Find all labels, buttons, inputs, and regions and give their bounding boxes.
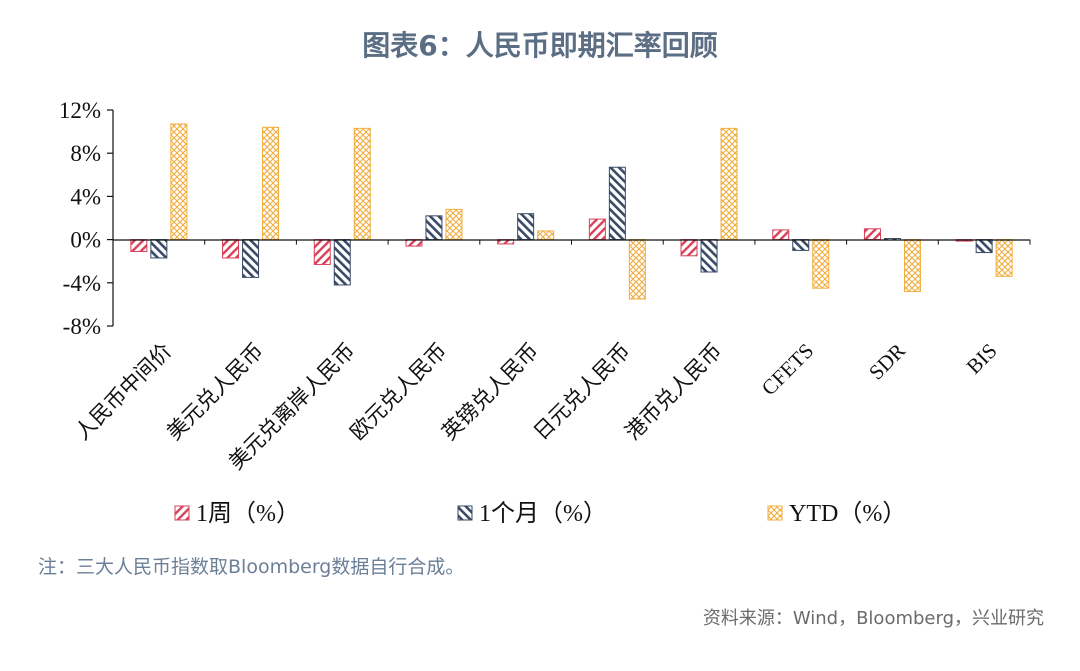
bars-layer [130,123,1013,300]
bar-1w [588,218,606,241]
bar-ytd [353,127,371,241]
chart-title: 图表6：人民币即期汇率回顾 [362,29,718,62]
category-label: 人民币中间价 [70,339,176,445]
bar-1m [333,239,351,286]
bar-ytd [170,123,188,241]
bar-1w [863,228,881,241]
legend-swatch [457,505,473,521]
category-labels: 人民币中间价美元兑人民币美元兑离岸人民币欧元兑人民币英镑兑人民币日元兑人民币港币… [70,339,1001,475]
bar-ytd [628,239,646,300]
bar-1m [975,239,993,254]
source-line: 资料来源：Wind，Bloomberg，兴业研究 [702,608,1044,629]
bar-1m [700,239,718,273]
y-tick-label: -4% [63,271,101,296]
legend-label: 1个月（%） [479,500,607,527]
bar-1w [680,239,698,257]
chart-note: 注：三大人民币指数取Bloomberg数据自行合成。 [38,556,465,578]
y-tick-label: 8% [70,141,101,166]
category-label: 日元兑人民币 [529,339,635,445]
bar-ytd [995,239,1013,277]
bar-ytd [812,239,830,289]
category-label: 英镑兑人民币 [437,339,543,445]
category-label: SDR [864,339,910,385]
bar-1w [313,239,331,265]
bar-1w [130,239,148,252]
bar-1m [150,239,168,259]
bar-1m [425,215,443,241]
legend-swatch [174,505,190,521]
legend-swatch [767,505,783,521]
bar-ytd [720,127,738,241]
y-tick-label: 12% [59,98,101,123]
bar-1m [792,239,810,251]
legend: 1周（%） 1个月（%） YTD（%） [174,500,906,527]
category-label: BIS [962,339,1002,379]
bar-1m [242,239,260,278]
legend-label: 1周（%） [196,501,300,527]
category-label: CFETS [757,339,819,401]
bar-ytd [903,239,921,292]
y-axis-ticks: 12% 8% 4% 0% -4% -8% [59,98,113,339]
bar-1w [772,229,790,241]
x-axis-ticks [204,239,1031,245]
bar-1m [517,213,535,241]
bar-ytd [445,208,463,241]
bar-ytd [537,230,555,241]
bar-1m [608,166,626,241]
y-tick-label: 0% [70,228,101,253]
bar-1w [222,239,240,259]
category-label: 欧元兑人民币 [345,339,451,445]
bar-ytd [262,126,280,241]
legend-label: YTD（%） [789,501,906,527]
category-label: 港币兑人民币 [621,339,727,445]
y-tick-label: 4% [70,184,101,209]
y-tick-label: -8% [63,314,101,339]
